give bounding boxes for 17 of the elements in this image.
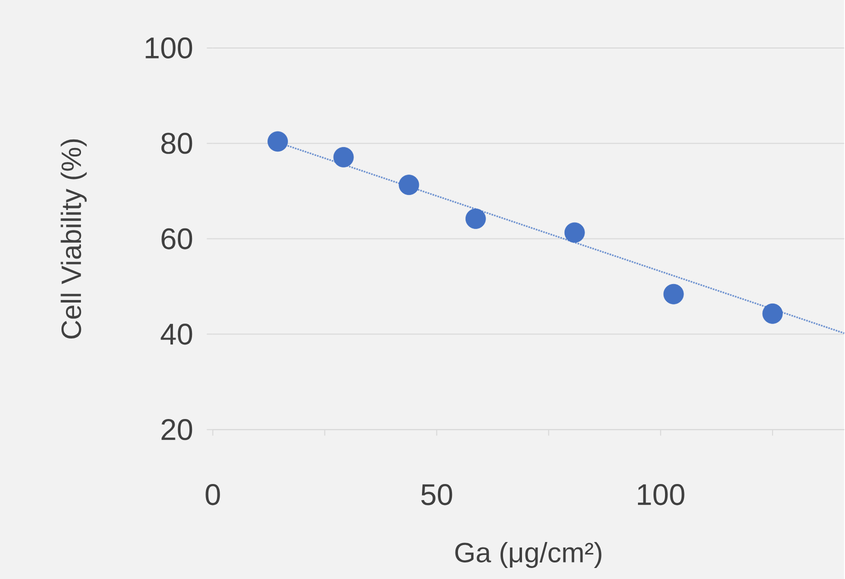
y-tick-label: 20: [162, 418, 192, 440]
x-tick-label: 0: [206, 484, 220, 505]
point: [465, 208, 486, 229]
y-tick-label: 100: [146, 37, 192, 58]
y-tick-label: 40: [160, 323, 192, 345]
point: [333, 146, 354, 168]
x-tick-label: 50: [421, 484, 452, 505]
x-axis-title: Ga (μg/cm²): [455, 542, 602, 568]
point: [268, 131, 288, 152]
point: [398, 174, 420, 195]
y-tick-label: 80: [161, 132, 192, 154]
y-tick-label: 60: [162, 228, 192, 250]
x-tick-label: 100: [638, 484, 684, 505]
point: [762, 303, 783, 324]
point: [663, 284, 684, 304]
y-axis-title: Cell Viability (%): [60, 139, 87, 338]
point: [564, 222, 585, 243]
